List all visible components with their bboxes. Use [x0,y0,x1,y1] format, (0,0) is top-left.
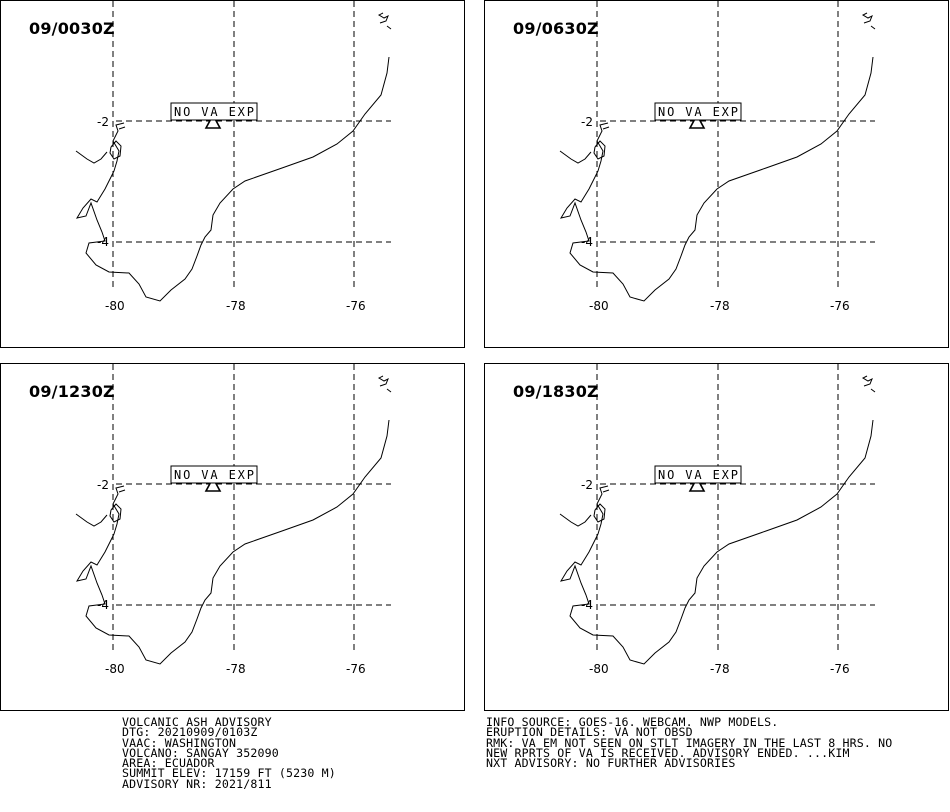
volcano-icon [204,476,222,492]
lat-label-4: -4 [581,598,593,612]
map-panel-3: -80 -78 -76 -2 -4 NO VA EXP 09/1230Z [0,363,465,711]
lat-label-2: -2 [581,478,593,492]
advisory-title: VOLCANIC ASH ADVISORY [122,715,272,729]
advisory-number: ADVISORY NR: 2021/811 [122,776,272,791]
va-status-box: NO VA EXP [170,102,258,121]
graticule [112,1,391,291]
va-status-box: NO VA EXP [654,102,742,121]
advisory-info-source: INFO SOURCE: GOES-16. WEBCAM. NWP MODELS… [486,715,779,729]
lon-label-80: -80 [105,662,125,676]
va-status-box: NO VA EXP [654,465,742,484]
map-panel-1: -80 -78 -76 -2 -4 NO VA EXP 09/0030Z [0,0,465,348]
va-status-box: NO VA EXP [170,465,258,484]
lon-label-78: -78 [226,299,246,313]
advisory-details-block: INFO SOURCE: GOES-16. WEBCAM. NWP MODELS… [486,715,893,771]
va-status-label: NO VA EXP [658,468,738,482]
panel-time: 09/0030Z [29,19,115,38]
advisory-header-block: VOLCANIC ASH ADVISORY DTG: 20210909/0103… [122,715,336,791]
lon-label-76: -76 [346,299,366,313]
graticule-labels: -80 -78 -76 -2 -4 [581,115,850,313]
advisory-volcano: VOLCANO: SANGAY 352090 [122,745,279,760]
lat-label-2: -2 [97,115,109,129]
lon-label-80: -80 [589,662,609,676]
lon-label-76: -76 [830,662,850,676]
lon-label-78: -78 [710,299,730,313]
lon-label-80: -80 [105,299,125,313]
lon-label-78: -78 [710,662,730,676]
coastline [559,375,876,665]
coastline [75,375,392,665]
va-status-label: NO VA EXP [658,105,738,119]
volcano-icon [688,476,706,492]
map-canvas: -80 -78 -76 -2 -4 NO VA EXP [75,364,392,676]
lon-label-80: -80 [589,299,609,313]
graticule [596,1,875,291]
va-status-label: NO VA EXP [174,105,254,119]
graticule-labels: -80 -78 -76 -2 -4 [97,478,366,676]
map-canvas: -80 -78 -76 -2 -4 NO VA EXP [559,1,876,313]
advisory-next: NXT ADVISORY: NO FURTHER ADVISORIES [486,756,736,771]
panel-time: 09/1830Z [513,382,599,401]
lat-label-4: -4 [97,235,109,249]
lat-label-4: -4 [97,598,109,612]
map-canvas: -80 -78 -76 -2 -4 NO VA EXP [75,1,392,313]
advisory-area: AREA: ECUADOR [122,756,215,771]
advisory-eruption-details: ERUPTION DETAILS: VA NOT OBSD [486,725,693,740]
graticule [596,364,875,654]
volcano-icon [204,113,222,129]
advisory-dtg: DTG: 20210909/0103Z [122,725,258,740]
va-status-label: NO VA EXP [174,468,254,482]
map-canvas: -80 -78 -76 -2 -4 NO VA EXP [559,364,876,676]
panel-time: 09/0630Z [513,19,599,38]
graticule [112,364,391,654]
lon-label-78: -78 [226,662,246,676]
lon-label-76: -76 [830,299,850,313]
advisory-summit-elev: SUMMIT ELEV: 17159 FT (5230 M) [122,766,336,781]
lat-label-2: -2 [97,478,109,492]
lat-label-2: -2 [581,115,593,129]
graticule-labels: -80 -78 -76 -2 -4 [97,115,366,313]
advisory-vaac: VAAC: WASHINGTON [122,735,237,750]
lon-label-76: -76 [346,662,366,676]
volcano-icon [688,113,706,129]
advisory-remarks-cont: NEW RPRTS OF VA IS RECEIVED. ADVISORY EN… [486,745,850,760]
panel-time: 09/1230Z [29,382,115,401]
map-panel-2: -80 -78 -76 -2 -4 NO VA EXP 09/0630Z [484,0,949,348]
coastline [75,12,392,302]
map-panel-4: -80 -78 -76 -2 -4 NO VA EXP 09/1830Z [484,363,949,711]
advisory-remarks: RMK: VA EM NOT SEEN ON STLT IMAGERY IN T… [486,735,893,750]
graticule-labels: -80 -78 -76 -2 -4 [581,478,850,676]
coastline [559,12,876,302]
lat-label-4: -4 [581,235,593,249]
